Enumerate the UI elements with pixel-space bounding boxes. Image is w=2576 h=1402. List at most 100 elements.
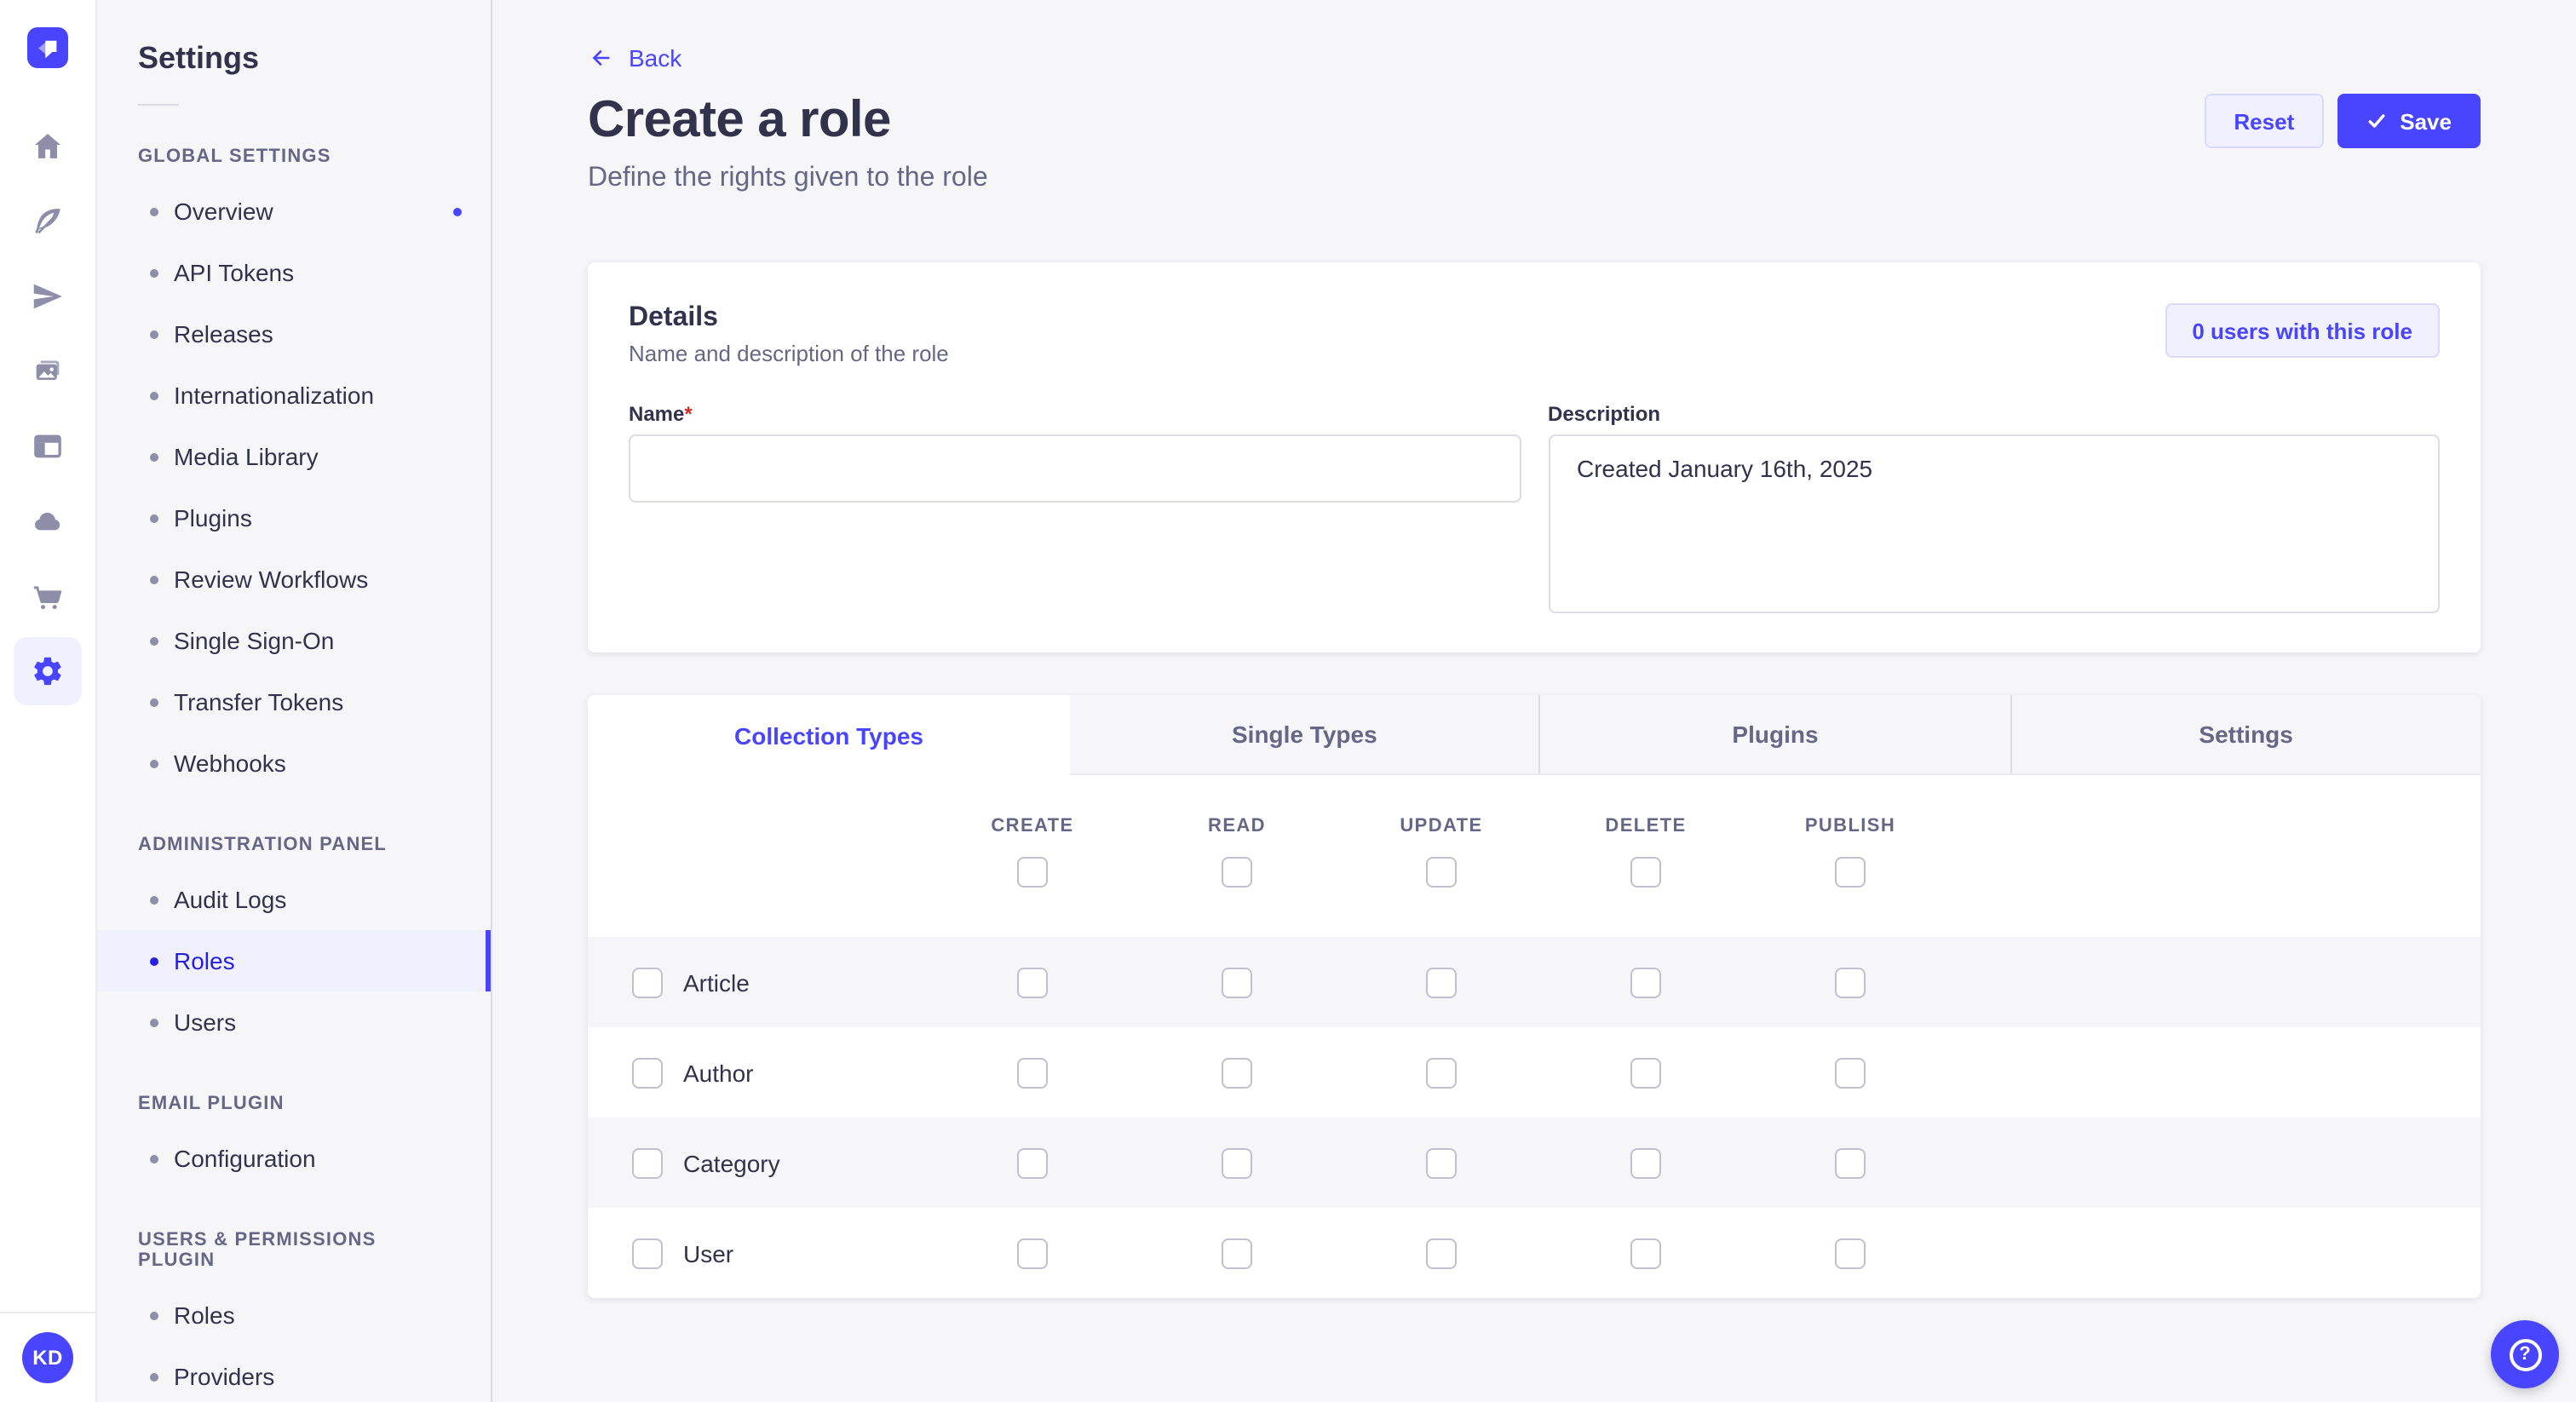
cloud-nav-button[interactable] <box>14 487 82 555</box>
page-subtitle: Define the rights given to the role <box>588 164 988 192</box>
author-create-checkbox[interactable] <box>1017 1057 1048 1088</box>
bullet-dot-icon <box>150 391 158 399</box>
permissions-header-row: CREATE READ UPDATE DELETE PUBLISH <box>588 775 2481 937</box>
article-delete-checkbox[interactable] <box>1630 967 1661 997</box>
sidebar-item-configuration[interactable]: Configuration <box>97 1128 491 1189</box>
details-title: Details <box>629 303 718 332</box>
media-library-nav-button[interactable] <box>14 337 82 405</box>
column-header-create: CREATE <box>991 816 1074 836</box>
sidebar-item-plugins[interactable]: Plugins <box>97 487 491 549</box>
select-all-delete-checkbox[interactable] <box>1630 857 1661 888</box>
column-header-publish: PUBLISH <box>1804 816 1896 836</box>
sidebar-item-audit-logs[interactable]: Audit Logs <box>97 869 491 930</box>
author-delete-checkbox[interactable] <box>1630 1057 1661 1088</box>
bullet-dot-icon <box>150 895 158 904</box>
bullet-dot-icon <box>150 268 158 277</box>
user-update-checkbox[interactable] <box>1426 1238 1457 1268</box>
sidebar-item-roles-admin[interactable]: Roles <box>97 930 491 991</box>
home-nav-button[interactable] <box>14 112 82 181</box>
user-avatar[interactable]: KD <box>22 1332 73 1383</box>
permissions-card: Collection Types Single Types Plugins Se… <box>588 695 2481 1298</box>
main-content: Back Create a role Reset Save Define the… <box>492 0 2576 1402</box>
settings-nav-button[interactable] <box>14 637 82 705</box>
content-manager-nav-button[interactable] <box>14 412 82 480</box>
strapi-logo[interactable] <box>27 27 68 68</box>
article-select-checkbox[interactable] <box>632 967 663 997</box>
content-type-builder-nav-button[interactable] <box>14 187 82 256</box>
back-link[interactable]: Back <box>588 0 681 72</box>
bullet-dot-icon <box>150 514 158 522</box>
author-publish-checkbox[interactable] <box>1835 1057 1866 1088</box>
settings-subnav: Settings GLOBAL SETTINGS Overview API To… <box>97 0 492 1402</box>
users-with-role-button[interactable]: 0 users with this role <box>2165 303 2440 358</box>
section-label-global-settings: GLOBAL SETTINGS <box>138 147 331 167</box>
details-card: Details Name and description of the role… <box>588 262 2481 652</box>
sidebar-item-media-library[interactable]: Media Library <box>97 426 491 487</box>
bullet-dot-icon <box>150 207 158 215</box>
category-read-checkbox[interactable] <box>1222 1147 1252 1178</box>
bullet-dot-icon <box>150 1018 158 1026</box>
author-read-checkbox[interactable] <box>1222 1057 1252 1088</box>
notification-dot-icon <box>453 207 462 215</box>
header-actions: Reset Save <box>2205 94 2481 148</box>
media-library-icon <box>36 360 60 380</box>
deploy-nav-button[interactable] <box>14 262 82 330</box>
category-select-checkbox[interactable] <box>632 1147 663 1178</box>
details-subtitle: Name and description of the role <box>629 341 949 366</box>
sidebar-item-webhooks[interactable]: Webhooks <box>97 733 491 794</box>
sidebar-item-api-tokens[interactable]: API Tokens <box>97 242 491 303</box>
marketplace-nav-button[interactable] <box>14 562 82 630</box>
tab-plugins[interactable]: Plugins <box>1538 695 2010 773</box>
rail-footer: KD <box>0 1312 95 1402</box>
category-update-checkbox[interactable] <box>1426 1147 1457 1178</box>
article-create-checkbox[interactable] <box>1017 967 1048 997</box>
article-read-checkbox[interactable] <box>1222 967 1252 997</box>
bullet-dot-icon <box>150 957 158 965</box>
select-all-update-checkbox[interactable] <box>1426 857 1457 888</box>
sidebar-item-internationalization[interactable]: Internationalization <box>97 365 491 426</box>
sidebar-item-review-workflows[interactable]: Review Workflows <box>97 549 491 610</box>
sidebar-item-roles-up[interactable]: Roles <box>97 1284 491 1346</box>
layout-icon <box>34 434 61 458</box>
select-all-read-checkbox[interactable] <box>1222 857 1252 888</box>
bullet-dot-icon <box>150 636 158 645</box>
user-delete-checkbox[interactable] <box>1630 1238 1661 1268</box>
cart-icon <box>33 586 62 610</box>
select-all-create-checkbox[interactable] <box>1017 857 1048 888</box>
table-row-author: Author <box>588 1027 2481 1118</box>
sidebar-item-overview[interactable]: Overview <box>97 181 491 242</box>
article-update-checkbox[interactable] <box>1426 967 1457 997</box>
save-button[interactable]: Save <box>2337 94 2481 148</box>
page-title: Create a role <box>588 92 891 148</box>
name-input[interactable] <box>629 434 1521 503</box>
tab-settings[interactable]: Settings <box>2010 695 2481 773</box>
sidebar-item-single-sign-on[interactable]: Single Sign-On <box>97 610 491 671</box>
category-delete-checkbox[interactable] <box>1630 1147 1661 1178</box>
reset-button[interactable]: Reset <box>2205 94 2324 148</box>
bullet-dot-icon <box>150 1311 158 1319</box>
author-select-checkbox[interactable] <box>632 1057 663 1088</box>
user-publish-checkbox[interactable] <box>1835 1238 1866 1268</box>
description-textarea[interactable]: Created January 16th, 2025 <box>1548 434 2440 613</box>
bullet-dot-icon <box>150 1154 158 1163</box>
help-button[interactable]: ? <box>2491 1320 2559 1388</box>
sidebar-item-releases[interactable]: Releases <box>97 303 491 365</box>
subnav-title: Settings <box>138 41 260 75</box>
user-read-checkbox[interactable] <box>1222 1238 1252 1268</box>
category-publish-checkbox[interactable] <box>1835 1147 1866 1178</box>
sidebar-item-users[interactable]: Users <box>97 991 491 1053</box>
author-update-checkbox[interactable] <box>1426 1057 1457 1088</box>
sidebar-item-providers[interactable]: Providers <box>97 1346 491 1402</box>
tab-single-types[interactable]: Single Types <box>1232 721 1377 748</box>
paper-plane-icon <box>33 284 62 309</box>
bullet-dot-icon <box>150 698 158 706</box>
user-select-checkbox[interactable] <box>632 1238 663 1268</box>
tab-collection-types[interactable]: Collection Types <box>588 695 1070 775</box>
bullet-dot-icon <box>150 575 158 583</box>
sidebar-item-transfer-tokens[interactable]: Transfer Tokens <box>97 671 491 733</box>
category-create-checkbox[interactable] <box>1017 1147 1048 1178</box>
select-all-publish-checkbox[interactable] <box>1835 857 1866 888</box>
article-publish-checkbox[interactable] <box>1835 967 1866 997</box>
user-create-checkbox[interactable] <box>1017 1238 1048 1268</box>
table-row-category: Category <box>588 1118 2481 1208</box>
